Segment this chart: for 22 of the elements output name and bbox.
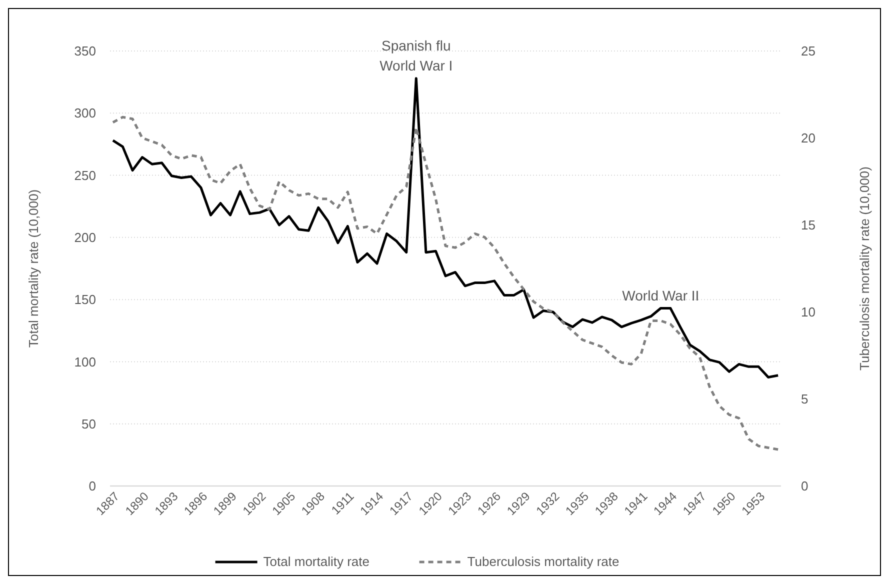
annotation: Spanish flu World War I <box>380 37 453 74</box>
y-tick-label: 250 <box>74 168 96 183</box>
y2-tick-label: 10 <box>801 304 816 320</box>
y2-tick-label: 0 <box>801 478 808 494</box>
y-tick-label: 350 <box>74 44 96 59</box>
y-tick-label: 50 <box>82 416 96 432</box>
legend-label: Tuberculosis mortality rate <box>467 554 620 569</box>
y-tick-label: 0 <box>88 478 96 494</box>
y-tick-label: 150 <box>74 292 96 308</box>
y2-tick-label: 20 <box>801 130 816 146</box>
y-axis-title: Total mortality rate (10,000) <box>26 189 41 348</box>
y2-tick-label: 5 <box>801 392 808 407</box>
legend-label: Total mortality rate <box>263 554 370 569</box>
y2-tick-label: 25 <box>801 44 816 59</box>
y-tick-label: 200 <box>74 230 96 245</box>
y-tick-label: 300 <box>74 106 96 121</box>
line-series <box>112 77 780 378</box>
y2-axis-title: Tuberculosis mortality rate (10,000) <box>857 166 872 370</box>
line-series <box>112 116 780 451</box>
y-tick-label: 100 <box>74 354 96 370</box>
y2-tick-label: 15 <box>801 218 816 233</box>
annotation: World War II <box>622 287 700 304</box>
